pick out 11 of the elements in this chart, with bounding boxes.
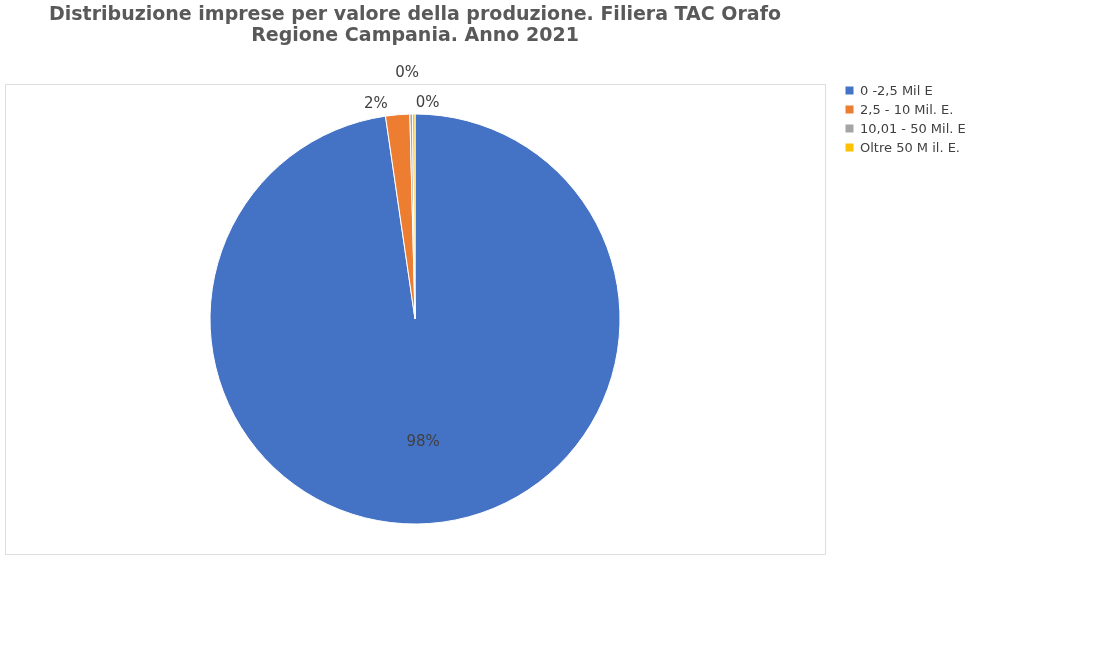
legend-label: 2,5 - 10 Mil. E.: [860, 101, 954, 117]
legend-label: Oltre 50 M il. E.: [860, 139, 960, 155]
data-label: 2%: [363, 93, 388, 112]
pie-slice: [209, 113, 621, 525]
data-label: 0%: [415, 93, 440, 111]
legend-label: 0 -2,5 Mil E: [860, 82, 933, 98]
text: Distribuzione imprese per valore della produzione. Filiera TAC Orafo: [48, 2, 782, 25]
text: Regione Campania. Anno 2021: [251, 23, 579, 46]
legend-label: 10,01 - 50 Mil. E: [860, 120, 966, 136]
data-label: 98%: [406, 432, 440, 451]
data-label: 0%: [395, 63, 420, 82]
